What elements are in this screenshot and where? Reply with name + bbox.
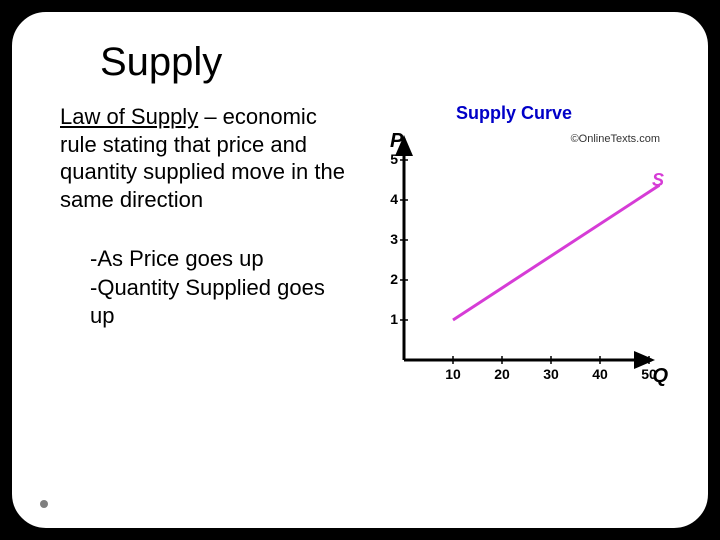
y-tick-label: 1 bbox=[378, 311, 398, 327]
y-tick-label: 3 bbox=[378, 231, 398, 247]
bullet-line-2: -Quantity Supplied goes up bbox=[90, 274, 352, 331]
text-column: Law of Supply – economic rule stating th… bbox=[60, 103, 360, 331]
y-tick-label: 5 bbox=[378, 151, 398, 167]
y-axis-label: P bbox=[390, 130, 403, 153]
slide-frame: Supply Law of Supply – economic rule sta… bbox=[10, 10, 710, 530]
x-tick-label: 40 bbox=[585, 366, 615, 382]
y-tick-label: 4 bbox=[378, 191, 398, 207]
bullet-block: -As Price goes up -Quantity Supplied goe… bbox=[60, 245, 352, 331]
x-tick-label: 20 bbox=[487, 366, 517, 382]
x-tick-label: 50 bbox=[634, 366, 664, 382]
chart-column: Supply Curve ©OnlineTexts.com P Q S 1234… bbox=[360, 103, 668, 410]
definition-paragraph: Law of Supply – economic rule stating th… bbox=[60, 103, 352, 213]
slide-title: Supply bbox=[100, 40, 668, 85]
chart-title: Supply Curve bbox=[360, 103, 668, 124]
definition-head: Law of Supply bbox=[60, 104, 198, 129]
y-tick-label: 2 bbox=[378, 271, 398, 287]
series-label: S bbox=[652, 170, 664, 191]
slide-bullet-decoration bbox=[40, 500, 48, 508]
x-tick-label: 30 bbox=[536, 366, 566, 382]
chart-area: P Q S 123451020304050 bbox=[360, 130, 660, 410]
x-tick-label: 10 bbox=[438, 366, 468, 382]
content-row: Law of Supply – economic rule stating th… bbox=[60, 103, 668, 410]
bullet-line-1: -As Price goes up bbox=[90, 245, 352, 274]
